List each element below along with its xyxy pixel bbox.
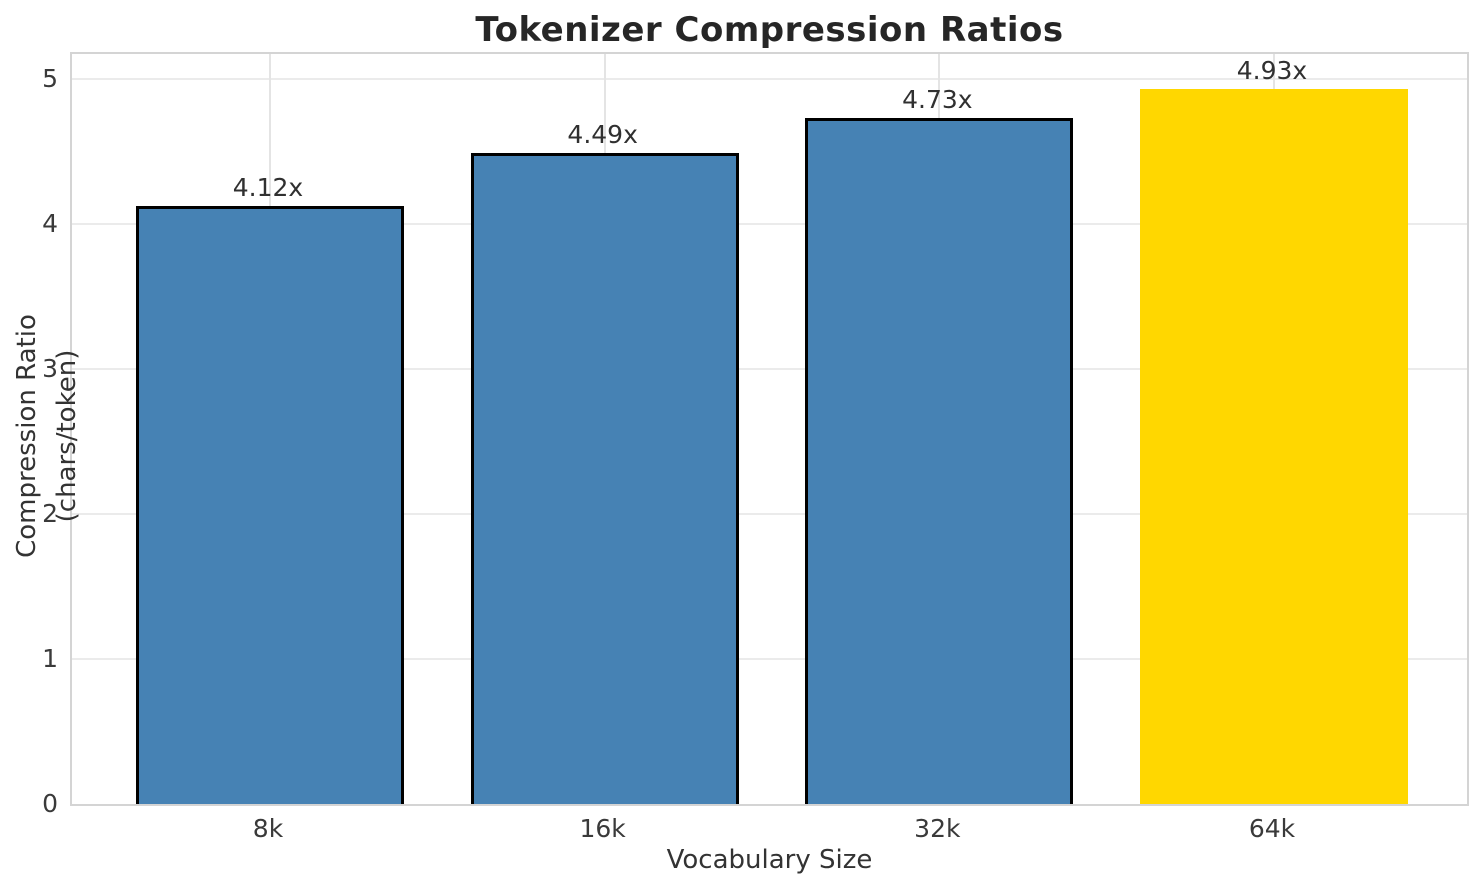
bar-value-label: 4.73x [902,84,973,114]
y-axis-label: Compression Ratio (chars/token) [12,314,82,558]
y-tick-label: 5 [42,63,58,93]
x-tick-label: 32k [914,814,961,843]
bar-32k [805,117,1074,804]
x-tick-label: 8k [252,814,284,843]
plot-area [70,52,1469,806]
y-tick-label: 1 [42,643,58,673]
h-gridline [72,367,1467,370]
bar-value-label: 4.49x [567,119,638,149]
y-tick-label: 4 [42,208,58,238]
bar-value-label: 4.93x [1236,55,1308,85]
bar-16k [470,152,739,804]
bar-8k [136,206,404,804]
bar-value-label: 4.12x [232,173,304,203]
h-gridline [72,512,1467,515]
h-gridline [72,657,1467,660]
h-gridline [72,222,1467,225]
h-gridline [72,77,1467,80]
x-axis-label: Vocabulary Size [666,845,873,875]
x-tick-label: 64k [1248,814,1296,843]
chart-title: Tokenizer Compression Ratios [475,10,1064,50]
y-tick-label: 2 [42,498,58,528]
y-tick-label: 3 [42,353,58,383]
bar-64k [1140,88,1408,804]
y-tick-label: 0 [42,789,58,818]
x-tick-label: 16k [579,814,626,843]
